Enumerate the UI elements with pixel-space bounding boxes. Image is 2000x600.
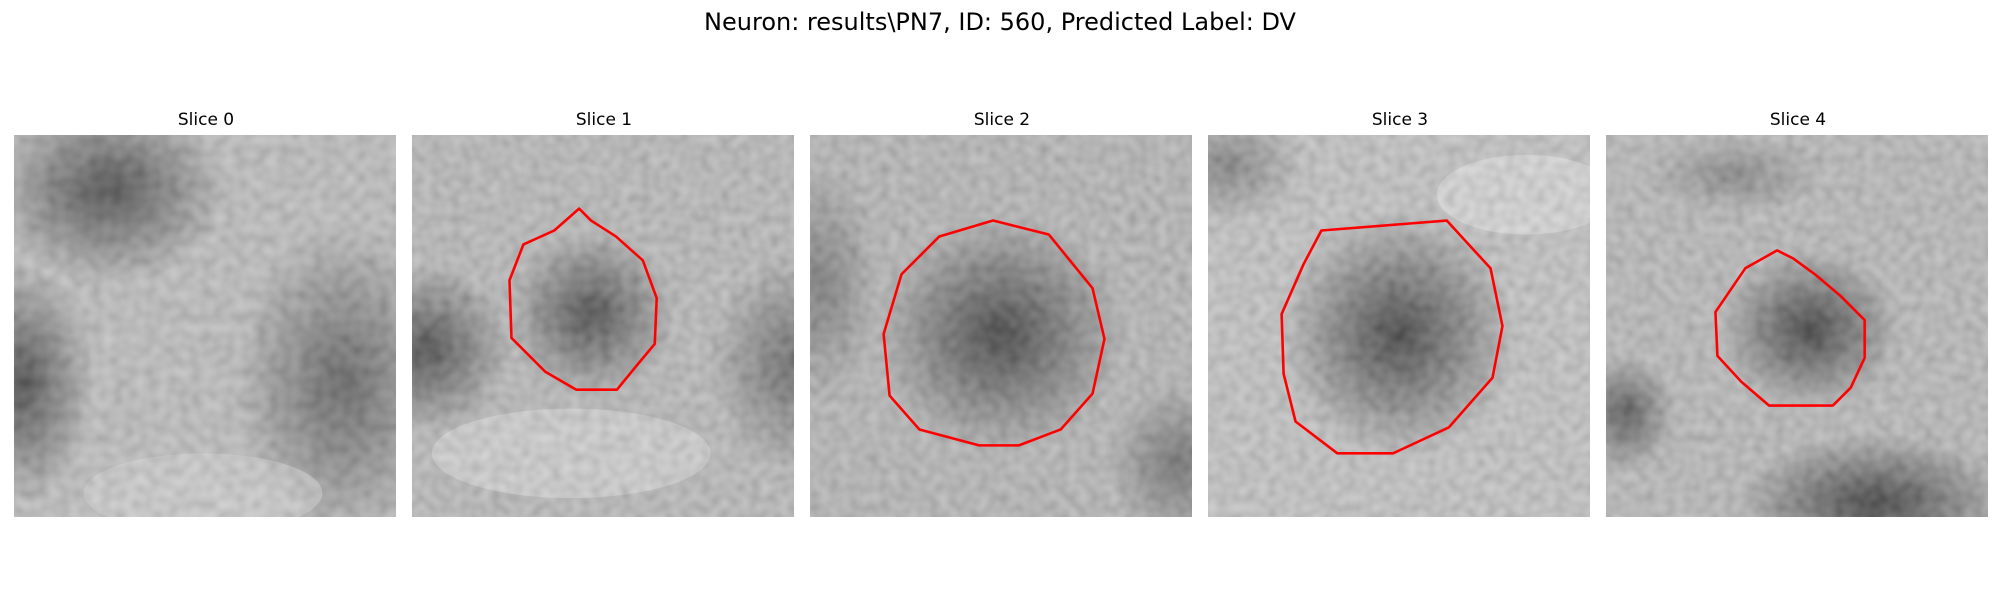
slice-title: Slice 0 [177,110,235,130]
slice-title: Slice 3 [1371,110,1429,130]
slice-image [1208,135,1590,517]
slice-panel-4: Slice 4 [1606,108,1990,517]
cell-contour [1280,219,1504,455]
slice-image [14,135,396,517]
slice-image [810,135,1192,517]
slice-title: Slice 1 [575,110,633,130]
slice-title: Slice 2 [973,110,1031,130]
slice-image [412,135,794,517]
cell-contour [508,207,659,391]
slice-panel-2: Slice 2 [810,108,1194,517]
slice-panel-1: Slice 1 [412,108,796,517]
figure-title: Neuron: results\PN7, ID: 560, Predicted … [704,8,1296,36]
slice-panel-3: Slice 3 [1208,108,1592,517]
slice-panel-0: Slice 0 [14,108,398,517]
cell-contour [882,219,1106,447]
slice-title: Slice 4 [1769,110,1827,130]
slice-image [1606,135,1988,517]
cell-contour [1714,249,1866,407]
